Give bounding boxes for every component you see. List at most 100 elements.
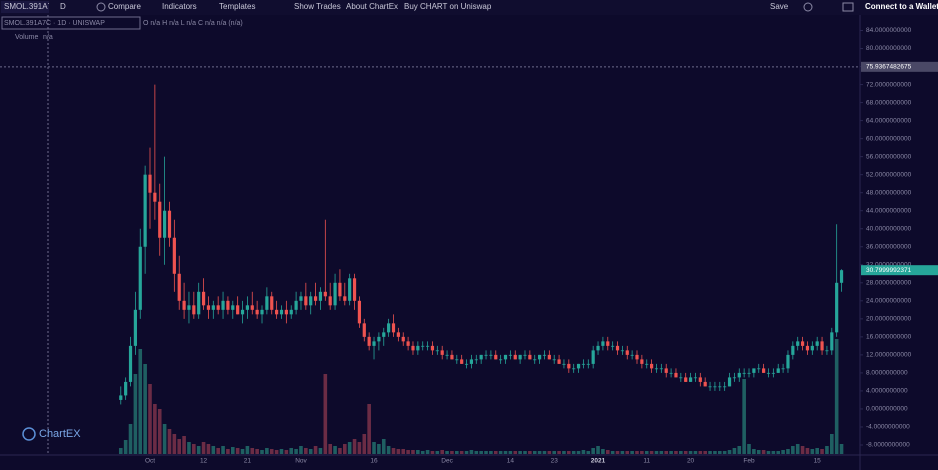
- candle-body: [645, 363, 649, 365]
- candle-body: [659, 368, 663, 370]
- screenshot-icon[interactable]: [842, 2, 854, 12]
- volume-bar: [717, 451, 722, 454]
- volume-bar: [333, 446, 337, 454]
- candle-body: [596, 345, 600, 351]
- candle-body: [275, 309, 279, 315]
- candle-body: [654, 368, 659, 370]
- about-link[interactable]: About ChartEx: [346, 2, 398, 11]
- connect-wallet-button[interactable]: Connect to a Wallet: [865, 2, 938, 11]
- candle-body: [698, 377, 702, 382]
- candle-body: [124, 381, 128, 396]
- legend-volume: Volume: [15, 34, 38, 41]
- volume-bar: [567, 451, 571, 454]
- candle-body: [440, 350, 444, 355]
- candle-body: [294, 300, 298, 310]
- candle-body: [128, 345, 133, 382]
- y-tick-label: 28.0000000000: [866, 280, 912, 287]
- indicators-button[interactable]: Indicators: [162, 2, 197, 11]
- candle-body: [172, 237, 176, 274]
- settings-icon[interactable]: [803, 2, 813, 12]
- volume-bar: [128, 424, 133, 454]
- candle-body: [703, 381, 707, 387]
- volume-bar: [508, 451, 513, 454]
- volume-bar: [279, 449, 284, 454]
- legend-ohlc: O n/a H n/a L n/a C n/a n/a (n/a): [143, 20, 243, 27]
- y-tick-label: 56.0000000000: [866, 153, 912, 160]
- candle-body: [815, 341, 819, 346]
- volume-bar: [839, 444, 844, 454]
- candle-body: [206, 305, 211, 310]
- candle-body: [825, 350, 829, 352]
- x-tick-label: 15: [814, 458, 822, 465]
- symbol-input[interactable]: [1, 1, 49, 13]
- volume-bar: [528, 451, 532, 454]
- candle-body: [640, 359, 644, 364]
- candle-body: [484, 354, 488, 356]
- candle-body: [479, 354, 483, 360]
- volume-bar: [284, 450, 289, 454]
- save-button[interactable]: Save: [770, 2, 789, 11]
- candle-body: [187, 305, 191, 310]
- volume-bar: [377, 444, 381, 454]
- symbol-search[interactable]: SMOL.391A7C: [4, 2, 58, 11]
- volume-bar: [430, 451, 435, 454]
- volume-bar: [635, 451, 639, 454]
- candle-body: [313, 296, 318, 301]
- volume-bar: [406, 450, 410, 454]
- candle-body: [377, 336, 381, 342]
- templates-button[interactable]: Templates: [219, 2, 255, 11]
- candle-body: [538, 354, 542, 360]
- show-trades-button[interactable]: Show Trades: [294, 2, 341, 11]
- y-tick-label: 32.0000000000: [866, 261, 912, 268]
- candle-body: [669, 372, 673, 374]
- volume-bar: [586, 451, 591, 454]
- candle-body: [533, 359, 537, 361]
- candle-body: [304, 296, 308, 306]
- volume-bar: [123, 440, 128, 454]
- volume-bar: [440, 450, 444, 454]
- volume-bar: [654, 451, 659, 454]
- candle-body: [382, 332, 386, 337]
- volume-bar: [153, 404, 157, 454]
- volume-bar: [211, 446, 216, 454]
- volume-bar: [620, 451, 625, 454]
- y-tick-label: 44.0000000000: [866, 207, 912, 214]
- candle-body: [737, 372, 741, 378]
- volume-bar: [795, 444, 800, 454]
- candle-body: [445, 354, 449, 356]
- candle-body: [771, 372, 775, 374]
- compare-button[interactable]: Compare: [108, 2, 141, 11]
- volume-bar: [162, 424, 167, 454]
- volume-bar: [445, 451, 449, 454]
- candle-body: [611, 345, 615, 347]
- candle-body: [557, 359, 561, 364]
- candle-body: [201, 291, 206, 306]
- candle-body: [562, 363, 566, 365]
- volume-bar: [343, 444, 347, 454]
- volume-bar: [216, 448, 220, 454]
- interval[interactable]: D: [60, 2, 66, 11]
- volume-bar: [313, 446, 318, 454]
- candle-body: [464, 363, 469, 365]
- candle-body: [216, 305, 220, 310]
- candle-body: [411, 345, 415, 351]
- candle-body: [430, 345, 435, 351]
- volume-bar: [221, 446, 225, 454]
- volume-bar: [182, 436, 186, 454]
- candle-body: [231, 305, 235, 310]
- candle-body: [333, 282, 337, 306]
- buy-link[interactable]: Buy CHART on Uniswap: [404, 2, 492, 11]
- candle-body: [387, 323, 391, 333]
- volume-bar: [187, 442, 191, 454]
- volume-bar: [771, 451, 776, 454]
- candle-body: [810, 345, 814, 351]
- volume-bar: [338, 448, 342, 454]
- y-tick-label: 20.0000000000: [866, 316, 912, 323]
- candle-body: [752, 368, 756, 373]
- volume-bar: [177, 439, 182, 454]
- volume-bar: [610, 451, 615, 454]
- volume-bar: [274, 450, 279, 454]
- volume-bar: [357, 442, 362, 454]
- crosshair-price-label: 75.9367482675: [866, 64, 912, 71]
